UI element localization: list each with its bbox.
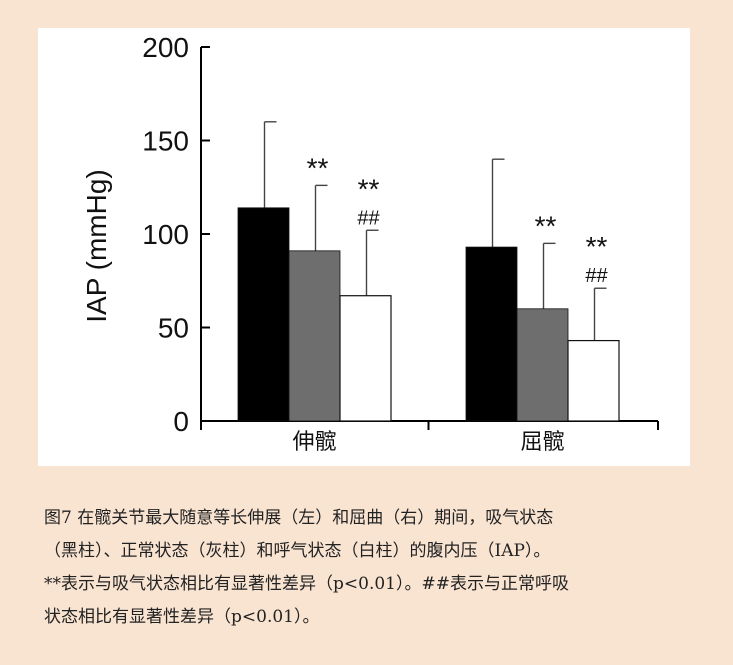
x-category-label-0: 伸髋 [292,430,336,455]
bar-0-1 [288,250,341,422]
significance-label-0-2-0: ** [358,173,380,204]
bar-0-2 [339,295,392,422]
caption-line-2: （黑柱）、正常状态（灰柱）和呼气状态（白柱）的腹内压（IAP）。 [44,541,551,561]
x-category-label-1: 屈髋 [520,430,564,455]
significance-label-1-1-0: ** [535,210,557,241]
bar-chart: 0 50 100 150 200 IAP (mmHg) ** ** ## ** ** ## 伸髋 屈髋 [81,32,659,455]
caption-line-3: **表示与吸气状态相比有显著性差异（p<0.01）。##表示与正常呼吸 [44,574,569,594]
y-tick-label-200: 200 [142,32,189,63]
significance-label-1-2-0: ** [586,231,608,262]
caption-line-1: 图7 在髋关节最大随意等长伸展（左）和屈曲（右）期间，吸气状态 [44,508,554,528]
significance-label-1-2-1: ## [585,265,608,287]
y-tick-label-100: 100 [142,219,189,250]
significance-label-0-2-1: ## [357,207,380,229]
chart-panel: 0 50 100 150 200 IAP (mmHg) ** ** ## ** ** ## 伸髋 屈髋 [38,28,690,466]
y-tick-label-50: 50 [158,313,189,344]
y-axis-title: IAP (mmHg) [81,169,112,323]
y-tick-label-150: 150 [142,126,189,157]
bar-1-2 [567,339,620,422]
bar-1-1 [516,308,569,422]
caption-line-4: 状态相比有显著性差异（p<0.01）。 [44,607,320,627]
y-tick-label-0: 0 [173,406,189,437]
figure-caption: 图7 在髋关节最大随意等长伸展（左）和屈曲（右）期间，吸气状态 （黑柱）、正常状… [44,502,694,634]
bar-1-0 [465,246,518,422]
bar-0-0 [237,207,290,422]
significance-label-0-1-0: ** [307,152,329,183]
